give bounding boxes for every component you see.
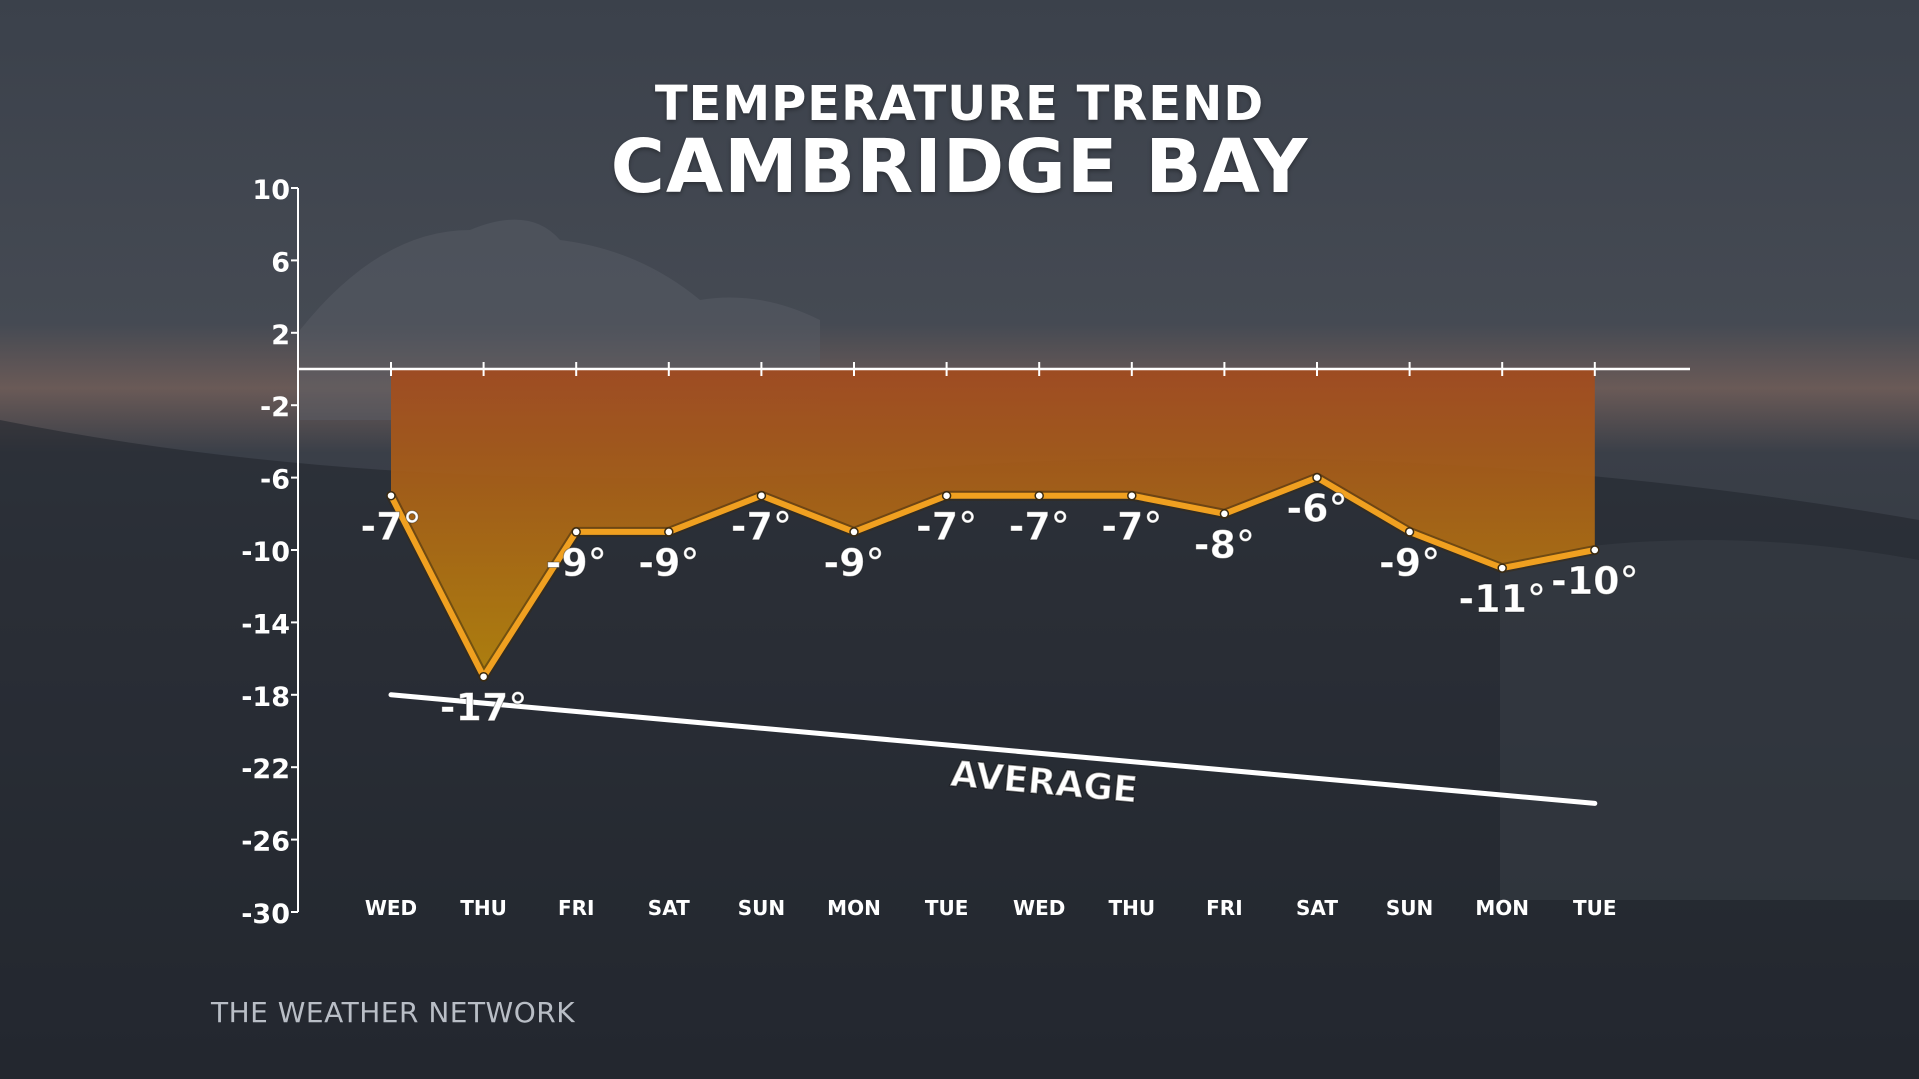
temperature-area [391,369,1595,677]
data-point [849,527,859,537]
data-label: -7° [916,505,977,549]
y-tick-label: -2 [260,392,290,423]
data-point [1404,527,1415,537]
x-tick-label: THU [1108,896,1155,920]
data-point [1034,490,1044,501]
data-point [941,490,952,501]
brand-watermark: THE WEATHER NETWORK [211,996,576,1029]
data-point [571,527,581,537]
data-point [478,671,489,682]
data-label: -9° [1379,541,1440,585]
x-tick-label: SAT [648,896,690,920]
data-point [1127,490,1137,501]
x-tick-label: SUN [738,896,785,920]
data-point [386,490,396,501]
y-tick-label: 10 [252,175,290,206]
data-label: -9° [638,541,699,585]
x-tick-label: FRI [1206,896,1243,920]
data-label: -7° [360,505,421,549]
x-tick-label: SAT [1296,896,1338,920]
data-point [1590,545,1600,555]
data-point [1312,472,1322,483]
axis-layer: 10 6 2 -2 -6 -10 -14 -18 -22 -26 -30 WED THU FRI SAT SU… [241,175,1690,930]
y-tick-label: -10 [241,537,290,568]
y-tick-label: 6 [271,247,290,278]
x-tick-label: TUE [925,896,969,920]
x-tick-label: TUE [1573,896,1617,920]
chart-subtitle: CAMBRIDGE BAY [610,124,1309,210]
x-tick-label: WED [1013,896,1065,920]
x-tick-label: MON [827,896,881,920]
data-label: -7° [1101,505,1162,549]
y-tick-label: -22 [241,754,290,785]
data-label: -10° [1551,559,1639,603]
average-line [388,692,1598,806]
data-point [1219,509,1230,519]
x-tick-label: MON [1475,896,1529,920]
y-tick-label: 2 [271,320,290,351]
y-tick-label: -30 [241,899,290,930]
data-label: -11° [1458,577,1546,621]
data-label: -9° [823,541,884,585]
data-point [1497,563,1507,573]
temperature-area-layer [391,369,1595,677]
y-tick-label: -14 [241,609,290,640]
average-label: AVERAGE [949,754,1140,812]
data-label: -6° [1286,487,1347,531]
temperature-line-layer [386,472,1600,682]
chart-title: TEMPERATURE TREND [654,76,1265,132]
data-label: -7° [1009,505,1070,549]
average-line-layer: AVERAGE [388,692,1598,812]
x-tick-label: SUN [1386,896,1433,920]
x-tick-label: THU [460,896,507,920]
y-tick-label: -6 [260,465,290,496]
data-point [756,490,767,501]
data-point [664,527,674,537]
x-tick-label: WED [365,896,417,920]
data-label: -9° [546,541,607,585]
y-tick-label: -26 [241,827,290,858]
data-label: -7° [731,505,792,549]
y-tick-label: -18 [241,682,290,713]
data-label: -17° [440,686,528,730]
data-label-layer: -7° -17° -9° -9° -7° -9° -7° -7° -7° -8° -6° -9° -11… [360,486,1639,730]
temperature-line [388,474,1596,680]
data-label: -8° [1194,523,1255,567]
x-tick-label: FRI [558,896,595,920]
